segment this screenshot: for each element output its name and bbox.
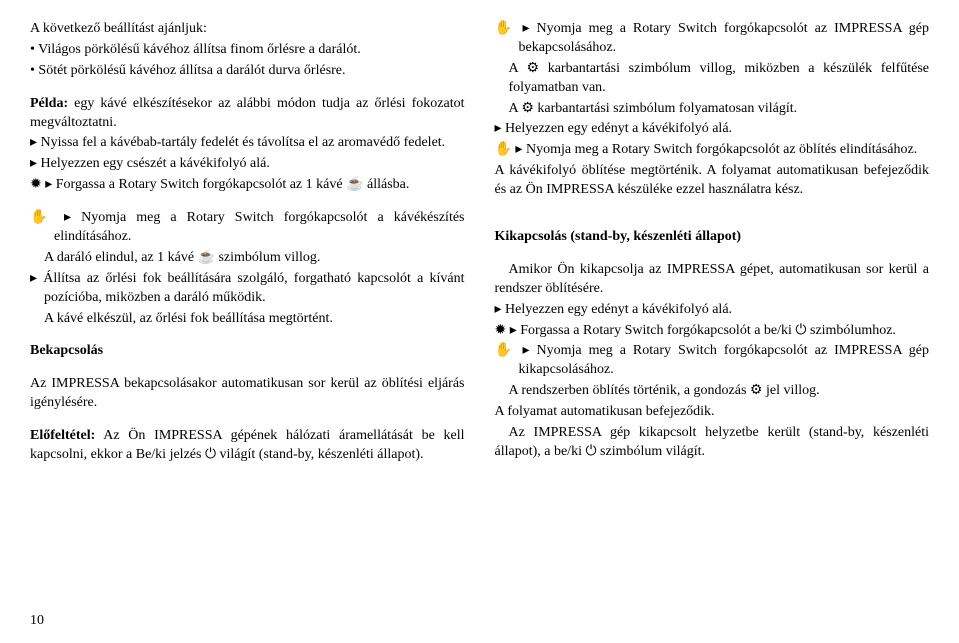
step-item: ▸ Helyezzen egy edényt a kávékifolyó alá… — [495, 120, 930, 139]
text-line: A folyamat automatikusan befejeződik. — [495, 403, 930, 422]
step-item: ✋ ▸ Nyomja meg a Rotary Switch forgókapc… — [495, 141, 930, 160]
text-line: Példa: egy kávé elkészítésekor az alábbi… — [30, 95, 465, 133]
label-bold: Példa: — [30, 96, 68, 111]
text-line: Az IMPRESSA gép kikapcsolt helyzetbe ker… — [495, 424, 930, 462]
text-line: Előfeltétel: Az Ön IMPRESSA gépének háló… — [30, 427, 465, 465]
step-item: ▸ Helyezzen egy csészét a kávékifolyó al… — [30, 155, 465, 174]
step-item: ✋ ▸ Nyomja meg a Rotary Switch forgókapc… — [30, 209, 465, 247]
bullet-item: • Világos pörkölésű kávéhoz állítsa fino… — [30, 41, 465, 60]
text-line: A következő beállítást ajánljuk: — [30, 20, 465, 39]
text-line: A ⚙ karbantartási szimbólum folyamatosan… — [495, 100, 930, 119]
text-line: A ⚙ karbantartási szimbólum villog, mikö… — [495, 60, 930, 98]
step-item: ✹ ▸ Forgassa a Rotary Switch forgókapcso… — [30, 176, 465, 195]
text-line: A rendszerben öblítés történik, a gondoz… — [495, 382, 930, 401]
section-heading: Bekapcsolás — [30, 342, 465, 361]
text-line: Az IMPRESSA bekapcsolásakor automatikusa… — [30, 375, 465, 413]
text: egy kávé elkészítésekor az alábbi módon … — [30, 96, 465, 130]
page-number: 10 — [30, 612, 44, 631]
step-item: ✹ ▸ Forgassa a Rotary Switch forgókapcso… — [495, 322, 930, 341]
text-line: A kávé elkészül, az őrlési fok beállítás… — [30, 310, 465, 329]
text-line: Amikor Ön kikapcsolja az IMPRESSA gépet,… — [495, 261, 930, 299]
step-item: ▸ Nyissa fel a kávébab-tartály fedelét é… — [30, 134, 465, 153]
step-item: ▸ Helyezzen egy edényt a kávékifolyó alá… — [495, 301, 930, 320]
text: Az Ön IMPRESSA gépének hálózati áramellá… — [30, 428, 465, 462]
label-bold: Előfeltétel: — [30, 428, 95, 443]
step-item: ✋ ▸ Nyomja meg a Rotary Switch forgókapc… — [495, 20, 930, 58]
left-column: A következő beállítást ajánljuk: • Világ… — [30, 20, 465, 623]
bullet-item: • Sötét pörkölésű kávéhoz állítsa a dará… — [30, 62, 465, 81]
text-line: A daráló elindul, az 1 kávé ☕ szimbólum … — [30, 249, 465, 268]
step-item: ▸ Állítsa az őrlési fok beállítására szo… — [30, 270, 465, 308]
right-column: ✋ ▸ Nyomja meg a Rotary Switch forgókapc… — [495, 20, 930, 623]
section-heading: Kikapcsolás (stand-by, készenléti állapo… — [495, 228, 930, 247]
step-item: ✋ ▸ Nyomja meg a Rotary Switch forgókapc… — [495, 342, 930, 380]
text-line: A kávékifolyó öblítése megtörténik. A fo… — [495, 162, 930, 200]
